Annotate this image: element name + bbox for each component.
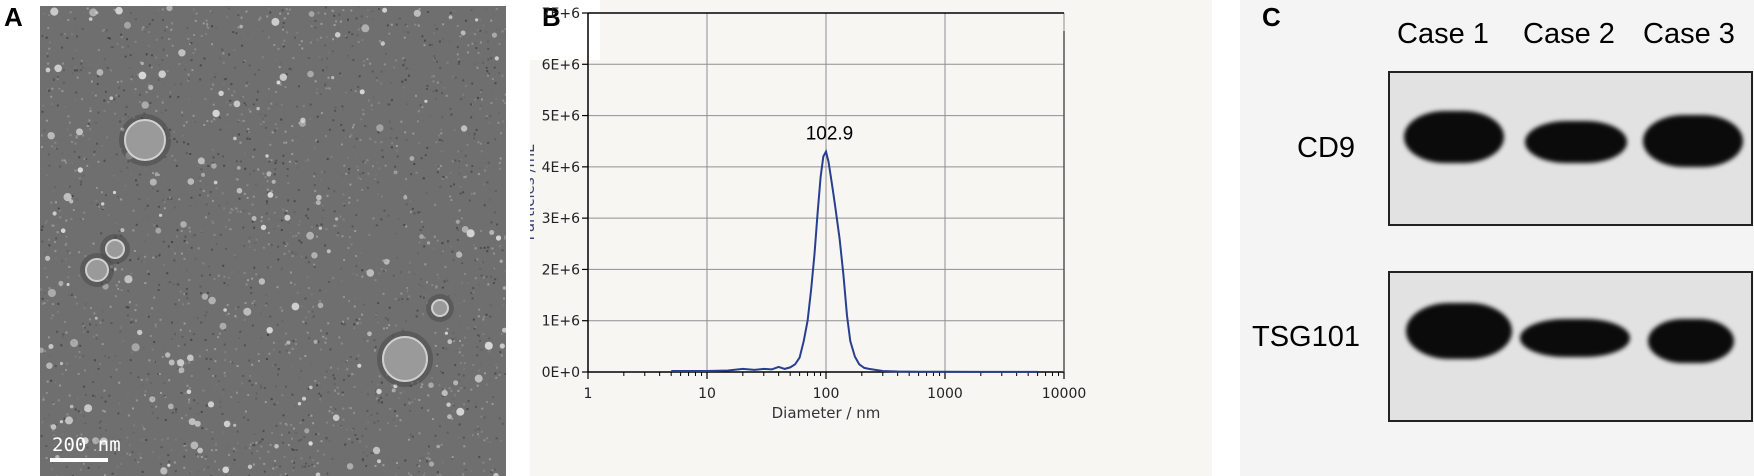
y-tick-label: 2E+6 bbox=[542, 262, 580, 278]
y-tick-label: 0E+0 bbox=[542, 365, 580, 381]
y-axis-label: Particles /mL bbox=[530, 144, 538, 241]
case-1-label: Case 1 bbox=[1397, 18, 1489, 50]
case-3-label: Case 3 bbox=[1643, 18, 1735, 50]
y-tick-label: 1E+6 bbox=[542, 314, 580, 330]
tsg101-blot bbox=[1388, 271, 1753, 422]
chart-axes bbox=[582, 12, 1065, 379]
x-tick-label: 100 bbox=[813, 386, 840, 402]
y-tick-label: 7E+6 bbox=[542, 6, 580, 22]
tsg101-band-case-3 bbox=[1648, 319, 1734, 363]
cd9-band-case-2 bbox=[1525, 121, 1627, 163]
panel-b-letter: B bbox=[542, 2, 561, 32]
tsg101-band-case-2 bbox=[1520, 319, 1630, 357]
tem-micrograph: 200 nm bbox=[40, 6, 506, 476]
chart-background bbox=[530, 0, 1212, 476]
panel-a-letter: A bbox=[4, 2, 23, 32]
y-tick-label: 3E+6 bbox=[542, 211, 580, 227]
scale-bar-label: 200 nm bbox=[52, 434, 121, 456]
x-tick-label: 10000 bbox=[1042, 386, 1087, 402]
series-line bbox=[671, 148, 1038, 373]
y-tick-labels: 0E+0 1E+6 2E+6 3E+6 4E+6 5E+6 6E+6 7E+6 bbox=[542, 6, 580, 381]
y-tick-label: 6E+6 bbox=[542, 57, 580, 73]
tsg101-label: TSG101 bbox=[1252, 321, 1360, 353]
cd9-label: CD9 bbox=[1297, 132, 1356, 164]
x-tick-label: 1000 bbox=[927, 386, 963, 402]
tsg101-band-case-1 bbox=[1406, 303, 1512, 359]
y-tick-label: 4E+6 bbox=[542, 160, 580, 176]
size-distribution-chart: 0E+01E+62E+63E+64E+65E+66E+67E+6 1 10 100 1… bbox=[530, 6, 1087, 422]
cd9-band-case-1 bbox=[1404, 111, 1504, 163]
tem-texture bbox=[40, 6, 506, 476]
case-2-label: Case 2 bbox=[1523, 18, 1615, 50]
x-tick-labels: 1 10 100 1000 10000 bbox=[584, 386, 1087, 402]
panel-c-letter: C bbox=[1262, 2, 1281, 32]
cd9-blot bbox=[1388, 71, 1753, 226]
chart-grid bbox=[588, 12, 1065, 373]
x-axis-label: Diameter / nm bbox=[772, 404, 881, 422]
cd9-band-case-3 bbox=[1643, 115, 1743, 167]
x-tick-label: 10 bbox=[698, 386, 716, 402]
x-tick-label: 1 bbox=[584, 386, 593, 402]
peak-annotation: 102.9 bbox=[806, 123, 854, 144]
y-tick-label: 5E+6 bbox=[542, 109, 580, 125]
scale-bar bbox=[50, 458, 108, 462]
